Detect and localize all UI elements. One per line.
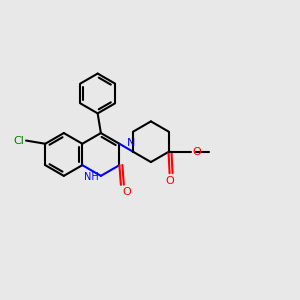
Text: O: O xyxy=(165,176,174,186)
Text: Cl: Cl xyxy=(14,136,25,146)
Text: NH: NH xyxy=(84,172,98,182)
Text: N: N xyxy=(127,138,135,148)
Text: O: O xyxy=(192,147,201,157)
Text: O: O xyxy=(122,187,131,196)
